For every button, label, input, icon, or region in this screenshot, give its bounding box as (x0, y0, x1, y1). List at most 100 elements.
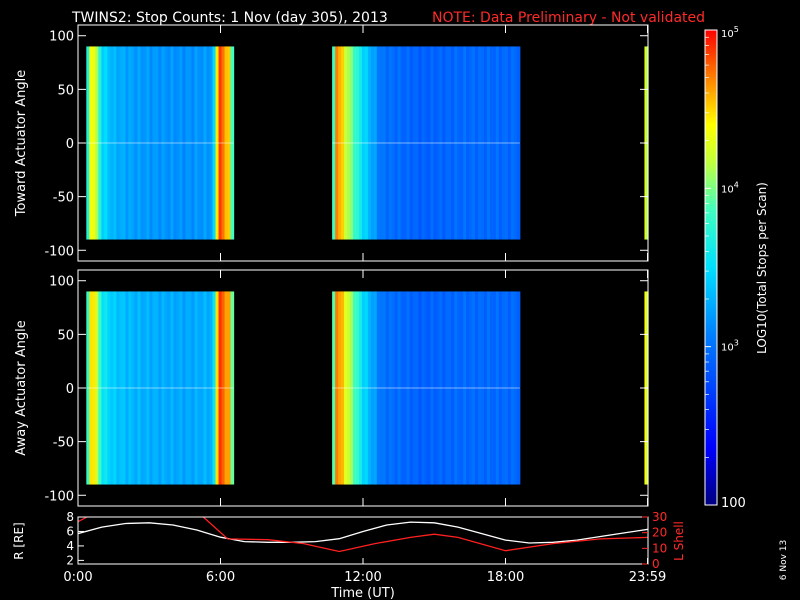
toward-cell (510, 46, 515, 240)
toward-cell (218, 46, 223, 240)
away-cell (370, 291, 375, 485)
away-ytick-label: -50 (53, 436, 74, 451)
away-cell (116, 291, 120, 485)
toward-cell (146, 46, 151, 240)
toward-cell (400, 46, 405, 240)
time-tick-label: 23:59 (629, 570, 666, 585)
away-cell (110, 291, 114, 485)
away-cell (167, 291, 172, 485)
toward-cell (191, 46, 196, 240)
away-cell (406, 291, 411, 485)
away-cell (358, 291, 363, 485)
toward-cell (361, 46, 366, 240)
toward-cell (131, 46, 135, 240)
toward-cell (484, 46, 488, 240)
toward-cell (95, 46, 99, 240)
toward-cell (448, 46, 452, 240)
away-cell (188, 291, 193, 485)
r-ytick-label: 8 (66, 510, 74, 524)
away-cell (472, 291, 476, 485)
toward-cell (370, 46, 375, 240)
toward-cell (403, 46, 408, 240)
toward-cell (119, 46, 123, 240)
toward-cell (164, 46, 169, 240)
toward-cell (224, 46, 229, 240)
toward-cell (424, 46, 429, 240)
toward-cell (332, 46, 336, 240)
toward-cell (335, 46, 339, 240)
toward-cell (412, 46, 417, 240)
away-cell (475, 291, 479, 485)
away-cell (516, 291, 521, 485)
toward-cell (507, 46, 512, 240)
r-distance-line (78, 521, 648, 544)
toward-cell (101, 46, 105, 240)
toward-cell (451, 46, 455, 240)
away-cell (335, 291, 339, 485)
away-cell (469, 291, 473, 485)
time-axis-label: Time (UT) (330, 586, 395, 600)
away-cell (397, 291, 402, 485)
toward-cell (481, 46, 485, 240)
time-tick-label: 6:00 (206, 570, 235, 585)
toward-cell (421, 46, 426, 240)
away-cell (146, 291, 151, 485)
l-shell-ytick-label: 20 (652, 526, 667, 540)
toward-ytick-label: -50 (53, 191, 74, 206)
away-cell (179, 291, 184, 485)
colorbar-label: LOG10(Total Stops per Scan) (755, 182, 769, 354)
toward-cell (173, 46, 178, 240)
away-y-axis: 100 50 0 -50 -100 (44, 270, 649, 506)
generation-date: 6 Nov 13 (779, 540, 789, 580)
away-cell (209, 291, 214, 485)
away-cell (137, 291, 142, 485)
away-cell (215, 291, 220, 485)
toward-cell (209, 46, 214, 240)
toward-cell (185, 46, 190, 240)
away-cell (176, 291, 181, 485)
away-cell (448, 291, 452, 485)
away-cell (463, 291, 467, 485)
away-cell (206, 291, 211, 485)
away-cell (388, 291, 393, 485)
away-cell (418, 291, 423, 485)
toward-cell (472, 46, 476, 240)
toward-cell (463, 46, 467, 240)
away-cell (182, 291, 187, 485)
away-cell (424, 291, 429, 485)
toward-cell (161, 46, 166, 240)
away-cell (86, 291, 90, 485)
toward-cell (367, 46, 372, 240)
r-ytick-label: 4 (66, 539, 74, 553)
toward-cell (89, 46, 93, 240)
away-cell (352, 291, 357, 485)
away-cell (355, 291, 360, 485)
toward-cell (215, 46, 220, 240)
toward-cell (394, 46, 399, 240)
away-y-label: Away Actuator Angle (14, 320, 29, 455)
toward-cell (442, 46, 446, 240)
toward-cell (347, 46, 351, 240)
away-cell (227, 291, 232, 485)
away-cell (361, 291, 366, 485)
away-cell (349, 291, 354, 485)
toward-cell (176, 46, 181, 240)
time-tick-label: 0:00 (63, 570, 92, 585)
away-cell (442, 291, 446, 485)
toward-cell (385, 46, 390, 240)
away-cell (173, 291, 178, 485)
away-cell (197, 291, 202, 485)
toward-cell (486, 46, 491, 240)
away-ytick-label: 0 (66, 382, 74, 397)
away-cell (484, 291, 488, 485)
toward-cell (475, 46, 479, 240)
toward-cell (492, 46, 497, 240)
away-cell (430, 291, 434, 485)
away-cell (367, 291, 372, 485)
toward-cell (373, 46, 378, 240)
away-cell (454, 291, 458, 485)
toward-cell (504, 46, 509, 240)
toward-cell (98, 46, 102, 240)
toward-cell (364, 46, 369, 240)
